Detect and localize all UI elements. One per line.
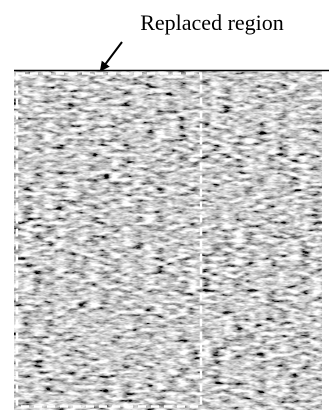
texture-image xyxy=(14,71,322,410)
annotation-label: Replaced region xyxy=(140,10,284,35)
annotation-arrow xyxy=(99,41,123,72)
replaced-region-outline xyxy=(15,72,203,408)
